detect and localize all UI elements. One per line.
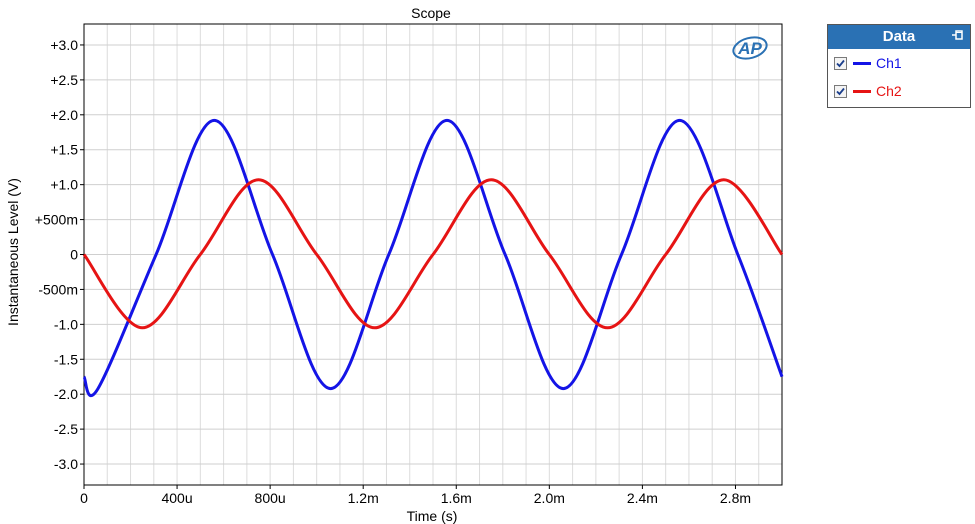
y-axis-ticks: +3.0 +2.5 +2.0 +1.5 +1.0 +500m 0 -500m -1.0 -1.5 -… — [35, 37, 84, 472]
ap-logo: AP — [732, 36, 768, 60]
y-tick-label: +500m — [35, 212, 78, 228]
legend-swatch-ch1 — [853, 61, 871, 65]
x-tick-label: 1.2m — [348, 490, 379, 506]
check-icon — [836, 87, 845, 95]
x-axis-ticks: 0 400u 800u 1.2m 1.6m 2.0m 2.4m 2.8m — [80, 485, 751, 506]
y-tick-label: -500m — [38, 281, 78, 297]
y-tick-label: -3.0 — [54, 456, 78, 472]
checkbox-ch2[interactable] — [834, 84, 847, 98]
x-tick-label: 0 — [80, 490, 88, 506]
legend-header: Data — [828, 25, 970, 49]
pin-icon[interactable] — [951, 28, 965, 42]
legend-swatch-ch2 — [853, 89, 871, 93]
x-axis-label: Time (s) — [407, 508, 458, 524]
x-tick-label: 2.4m — [627, 490, 658, 506]
x-tick-label: 2.8m — [720, 490, 751, 506]
legend-title: Data — [882, 28, 916, 45]
series-line-ch2 — [82, 178, 784, 330]
y-tick-label: +3.0 — [50, 37, 78, 53]
x-tick-label: 1.6m — [441, 490, 472, 506]
y-tick-label: -1.0 — [54, 316, 78, 332]
y-tick-label: -2.0 — [54, 386, 78, 402]
legend-label-ch1: Ch1 — [876, 55, 902, 71]
y-axis-label: Instantaneous Level (V) — [5, 178, 21, 326]
y-tick-label: -2.5 — [54, 421, 78, 437]
series-line-ch1 — [82, 118, 784, 398]
checkbox-ch1[interactable] — [834, 56, 847, 70]
x-tick-label: 2.0m — [534, 490, 565, 506]
legend-label-ch2: Ch2 — [876, 83, 902, 99]
legend-panel: Data Ch1 Ch2 — [827, 24, 971, 108]
ap-logo-text: AP — [737, 39, 762, 58]
legend-item-ch1[interactable]: Ch1 — [828, 49, 970, 77]
x-tick-label: 400u — [161, 490, 192, 506]
x-tick-label: 800u — [255, 490, 286, 506]
chart-title: Scope — [411, 5, 451, 21]
y-tick-label: 0 — [70, 247, 78, 263]
y-tick-label: +1.0 — [50, 177, 78, 193]
y-tick-label: +2.5 — [50, 72, 78, 88]
legend-item-ch2[interactable]: Ch2 — [828, 77, 970, 105]
y-tick-label: +1.5 — [50, 142, 78, 158]
check-icon — [836, 59, 845, 67]
y-tick-label: -1.5 — [54, 351, 78, 367]
series-layer — [82, 118, 784, 398]
y-tick-label: +2.0 — [50, 107, 78, 123]
